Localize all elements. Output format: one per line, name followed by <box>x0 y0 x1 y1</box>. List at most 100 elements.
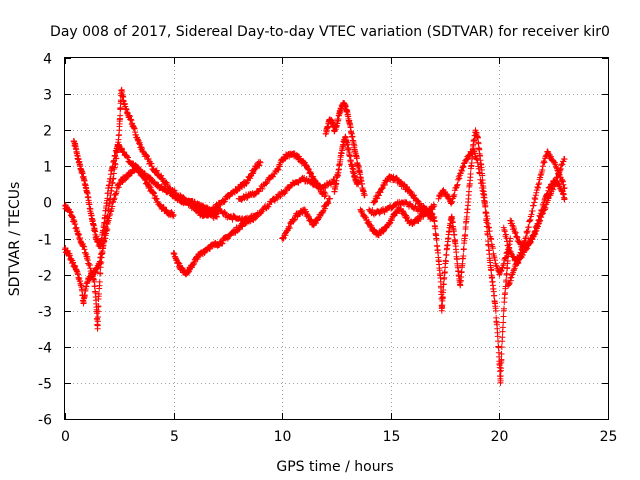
data-point <box>474 156 481 163</box>
data-point <box>263 180 270 187</box>
data-point <box>286 225 293 232</box>
data-point <box>431 203 438 210</box>
y-tick-label: -4 <box>38 341 52 357</box>
data-point <box>430 204 437 211</box>
data-point <box>274 166 281 173</box>
data-point <box>481 201 488 208</box>
data-point <box>491 292 498 299</box>
data-point <box>321 193 328 200</box>
data-point <box>256 162 263 169</box>
data-point <box>529 236 536 243</box>
data-point <box>539 206 546 213</box>
data-point <box>454 181 461 188</box>
data-point <box>462 231 469 238</box>
data-point <box>151 190 158 197</box>
data-point <box>407 188 414 195</box>
data-point <box>148 160 155 167</box>
data-point <box>505 242 512 249</box>
data-point <box>361 192 368 199</box>
data-point <box>148 163 155 170</box>
data-point <box>277 163 284 170</box>
data-point <box>304 165 311 172</box>
data-point <box>153 195 160 202</box>
data-point <box>503 270 510 277</box>
x-tick-label: 20 <box>491 429 509 445</box>
data-point <box>524 228 531 235</box>
data-point <box>219 240 226 247</box>
data-point <box>483 213 490 220</box>
series <box>235 150 329 203</box>
data-point <box>559 161 566 168</box>
data-point <box>97 270 104 277</box>
data-point <box>557 166 564 173</box>
data-point <box>550 158 557 165</box>
data-point <box>443 252 450 259</box>
data-point <box>484 215 491 222</box>
data-point <box>451 191 458 198</box>
data-point <box>532 227 539 234</box>
data-point <box>479 187 486 194</box>
data-point <box>303 162 310 169</box>
data-point <box>498 268 505 275</box>
data-point <box>476 170 483 177</box>
data-point <box>109 203 116 210</box>
data-point <box>501 226 508 233</box>
series <box>500 148 568 264</box>
data-point <box>544 190 551 197</box>
data-point <box>508 274 515 281</box>
data-point <box>481 197 488 204</box>
data-point <box>373 195 380 202</box>
data-point <box>523 228 530 235</box>
y-tick-label: 4 <box>43 52 52 68</box>
data-point <box>487 235 494 242</box>
x-tick-label: 25 <box>600 429 618 445</box>
data-point <box>95 303 102 310</box>
data-point <box>143 152 150 159</box>
data-point <box>316 183 323 190</box>
data-point <box>532 196 539 203</box>
data-point <box>107 211 114 218</box>
data-point <box>543 191 550 198</box>
data-point <box>123 153 130 160</box>
data-point <box>107 208 114 215</box>
data-point <box>259 185 266 192</box>
data-point <box>404 214 411 221</box>
data-point <box>81 293 88 300</box>
data-point <box>440 281 447 288</box>
data-point <box>486 228 493 235</box>
data-point <box>553 164 560 171</box>
data-point <box>319 208 326 215</box>
data-point <box>433 237 440 244</box>
data-point <box>381 181 388 188</box>
data-point <box>498 365 505 372</box>
data-point <box>170 213 177 220</box>
data-point <box>546 184 553 191</box>
series <box>170 213 260 278</box>
data-point <box>534 220 541 227</box>
data-marks <box>62 86 568 386</box>
data-point <box>368 222 375 229</box>
data-point <box>454 182 461 189</box>
data-point <box>95 291 102 298</box>
data-point <box>460 245 467 252</box>
data-point <box>534 184 541 191</box>
data-point <box>507 277 514 284</box>
data-point <box>317 185 324 192</box>
data-point <box>379 185 386 192</box>
data-point <box>504 238 511 245</box>
data-point <box>142 151 149 158</box>
data-point <box>531 231 538 238</box>
data-point <box>512 230 519 237</box>
data-point <box>306 169 313 176</box>
y-tick-label: 3 <box>43 88 52 104</box>
data-point <box>526 217 533 224</box>
data-point <box>500 319 507 326</box>
data-point <box>377 189 384 196</box>
data-point <box>478 180 485 187</box>
data-point <box>110 196 117 203</box>
data-point <box>511 266 518 273</box>
data-point <box>523 233 530 240</box>
data-point <box>527 216 534 223</box>
data-point <box>498 344 505 351</box>
